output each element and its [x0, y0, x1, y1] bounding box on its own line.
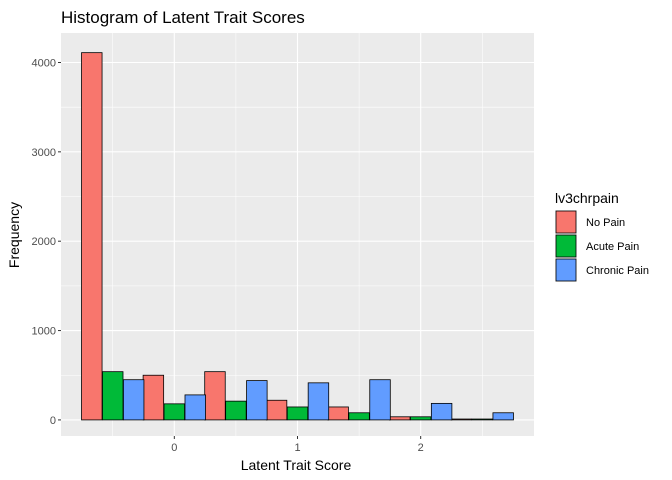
bar-acute-pain [163, 403, 185, 421]
y-tick-label: 0 [50, 415, 56, 427]
legend-label: No Pain [586, 217, 625, 229]
bar-no-pain [327, 406, 349, 421]
y-tick-label: 3000 [32, 147, 56, 159]
bar-chronic-pain [307, 382, 330, 421]
y-tick-label: 4000 [32, 57, 56, 69]
bar-chronic-pain [492, 412, 514, 421]
bar-acute-pain [102, 371, 124, 421]
bar-chronic-pain [430, 402, 453, 421]
chart-title: Histogram of Latent Trait Scores [61, 8, 305, 27]
bar-acute-pain [348, 412, 370, 421]
bar-no-pain [204, 371, 226, 421]
bar-chronic-pain [246, 380, 268, 421]
y-axis: 0 1000 2000 3000 4000 [32, 57, 61, 427]
bar-acute-pain [410, 416, 432, 421]
legend: lv3chrpain No Pain Acute Pain Chronic Pain [555, 190, 649, 282]
bar-no-pain [450, 418, 472, 421]
legend-label: Chronic Pain [586, 265, 649, 277]
legend-key-acute-pain [555, 234, 577, 258]
bar-chronic-pain [369, 379, 391, 421]
x-axis: 0 1 2 [171, 436, 424, 454]
bar-acute-pain [286, 406, 309, 421]
bar-acute-pain [225, 400, 247, 421]
bar-no-pain [142, 374, 165, 421]
bar-chronic-pain [123, 379, 145, 421]
bar-acute-pain [471, 418, 493, 421]
x-axis-title: Latent Trait Score [241, 457, 352, 473]
x-tick-label: 0 [171, 442, 177, 454]
legend-title: lv3chrpain [555, 190, 619, 206]
x-tick-label: 2 [418, 442, 424, 454]
y-tick-label: 1000 [32, 326, 56, 338]
bar-no-pain [81, 52, 103, 421]
legend-label: Acute Pain [586, 241, 639, 253]
bars [81, 52, 514, 421]
y-tick-label: 2000 [32, 236, 56, 248]
bar-chronic-pain [184, 394, 206, 421]
legend-key-no-pain [555, 210, 577, 234]
bar-no-pain [389, 416, 411, 421]
legend-key-chronic-pain [555, 258, 577, 282]
x-tick-label: 1 [294, 442, 300, 454]
y-axis-title: Frequency [6, 202, 22, 268]
bar-no-pain [265, 399, 288, 421]
